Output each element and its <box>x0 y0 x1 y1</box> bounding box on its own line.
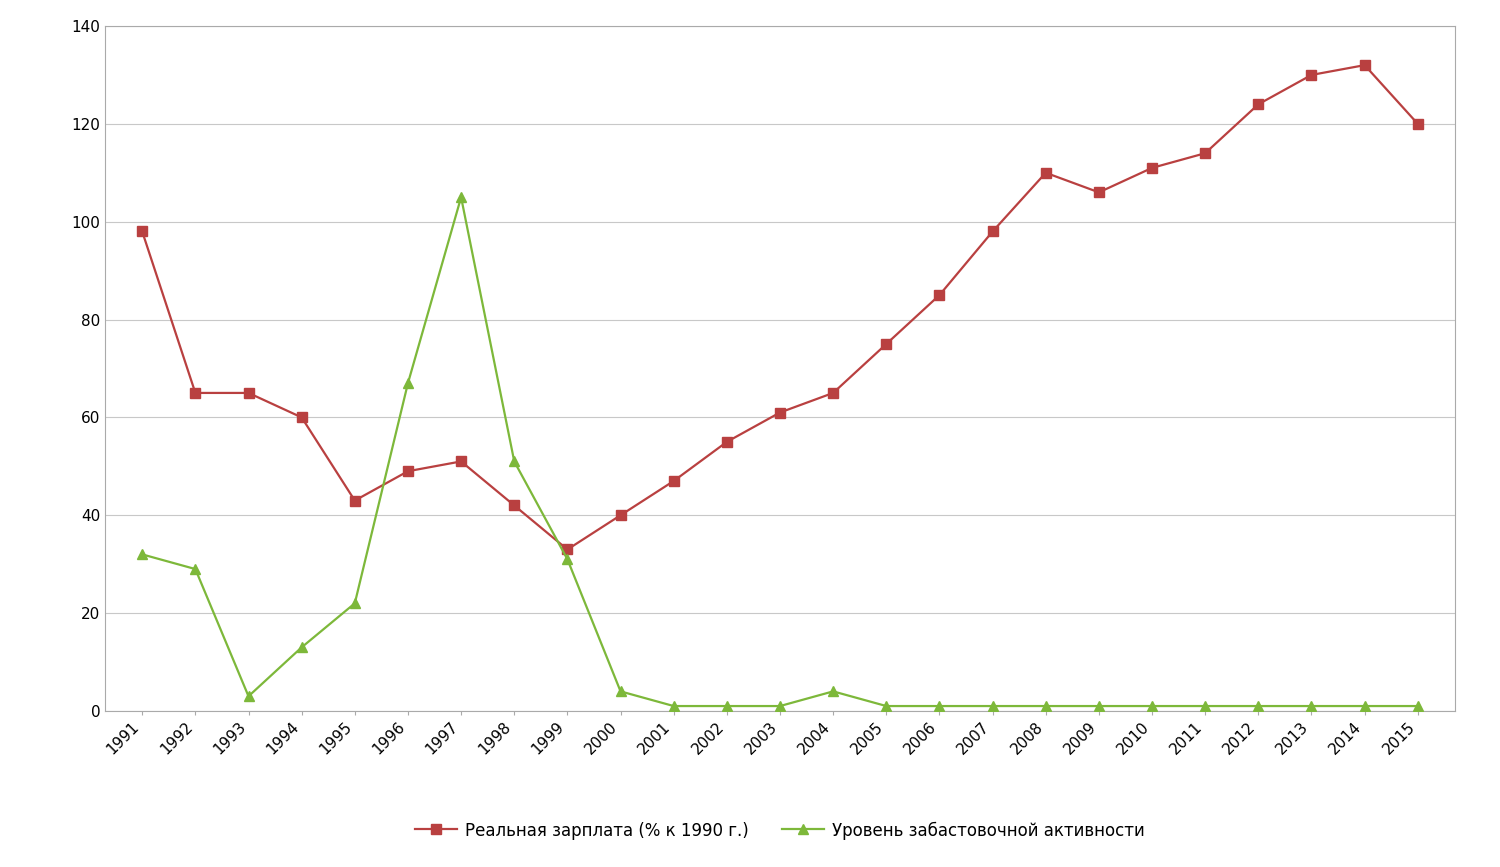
Уровень забастовочной активности <box>1302 701 1320 711</box>
Реальная зарплата (% к 1990 г.) <box>664 476 682 486</box>
Реальная зарплата (% к 1990 г.) <box>824 388 842 398</box>
Line: Уровень забастовочной активности: Уровень забастовочной активности <box>138 192 1422 711</box>
Уровень забастовочной активности <box>292 642 310 653</box>
Реальная зарплата (% к 1990 г.) <box>1196 148 1214 159</box>
Реальная зарплата (% к 1990 г.) <box>1408 119 1426 129</box>
Уровень забастовочной активности <box>664 701 682 711</box>
Реальная зарплата (% к 1990 г.) <box>186 388 204 398</box>
Реальная зарплата (% к 1990 г.) <box>506 500 524 511</box>
Реальная зарплата (% к 1990 г.) <box>718 437 736 447</box>
Уровень забастовочной активности <box>984 701 1002 711</box>
Реальная зарплата (% к 1990 г.) <box>984 226 1002 237</box>
Реальная зарплата (% к 1990 г.) <box>878 339 896 349</box>
Уровень забастовочной активности <box>930 701 948 711</box>
Реальная зарплата (% к 1990 г.) <box>1250 99 1268 109</box>
Реальная зарплата (% к 1990 г.) <box>399 466 417 477</box>
Уровень забастовочной активности <box>1356 701 1374 711</box>
Уровень забастовочной активности <box>1036 701 1054 711</box>
Уровень забастовочной активности <box>771 701 789 711</box>
Уровень забастовочной активности <box>399 378 417 388</box>
Уровень забастовочной активности <box>558 554 576 564</box>
Уровень забастовочной активности <box>718 701 736 711</box>
Уровень забастовочной активности <box>240 691 258 701</box>
Уровень забастовочной активности <box>1250 701 1268 711</box>
Реальная зарплата (% к 1990 г.) <box>930 290 948 300</box>
Реальная зарплата (% к 1990 г.) <box>452 456 470 466</box>
Уровень забастовочной активности <box>1143 701 1161 711</box>
Уровень забастовочной активности <box>1090 701 1108 711</box>
Уровень забастовочной активности <box>506 456 524 466</box>
Реальная зарплата (% к 1990 г.) <box>1143 163 1161 173</box>
Реальная зарплата (% к 1990 г.) <box>134 226 152 237</box>
Реальная зарплата (% к 1990 г.) <box>612 510 630 520</box>
Реальная зарплата (% к 1990 г.) <box>558 544 576 555</box>
Уровень забастовочной активности <box>186 564 204 574</box>
Уровень забастовочной активности <box>134 549 152 559</box>
Уровень забастовочной активности <box>824 686 842 696</box>
Line: Реальная зарплата (% к 1990 г.): Реальная зарплата (% к 1990 г.) <box>138 61 1422 554</box>
Уровень забастовочной активности <box>878 701 896 711</box>
Уровень забастовочной активности <box>1408 701 1426 711</box>
Уровень забастовочной активности <box>612 686 630 696</box>
Реальная зарплата (% к 1990 г.) <box>240 388 258 398</box>
Реальная зарплата (% к 1990 г.) <box>1036 167 1054 178</box>
Реальная зарплата (% к 1990 г.) <box>292 412 310 422</box>
Уровень забастовочной активности <box>452 192 470 202</box>
Legend: Реальная зарплата (% к 1990 г.), Уровень забастовочной активности: Реальная зарплата (% к 1990 г.), Уровень… <box>408 815 1152 846</box>
Уровень забастовочной активности <box>346 598 364 609</box>
Реальная зарплата (% к 1990 г.) <box>1302 69 1320 80</box>
Реальная зарплата (% к 1990 г.) <box>346 495 364 505</box>
Уровень забастовочной активности <box>1196 701 1214 711</box>
Реальная зарплата (% к 1990 г.) <box>1356 60 1374 70</box>
Реальная зарплата (% к 1990 г.) <box>1090 187 1108 198</box>
Реальная зарплата (% к 1990 г.) <box>771 407 789 418</box>
